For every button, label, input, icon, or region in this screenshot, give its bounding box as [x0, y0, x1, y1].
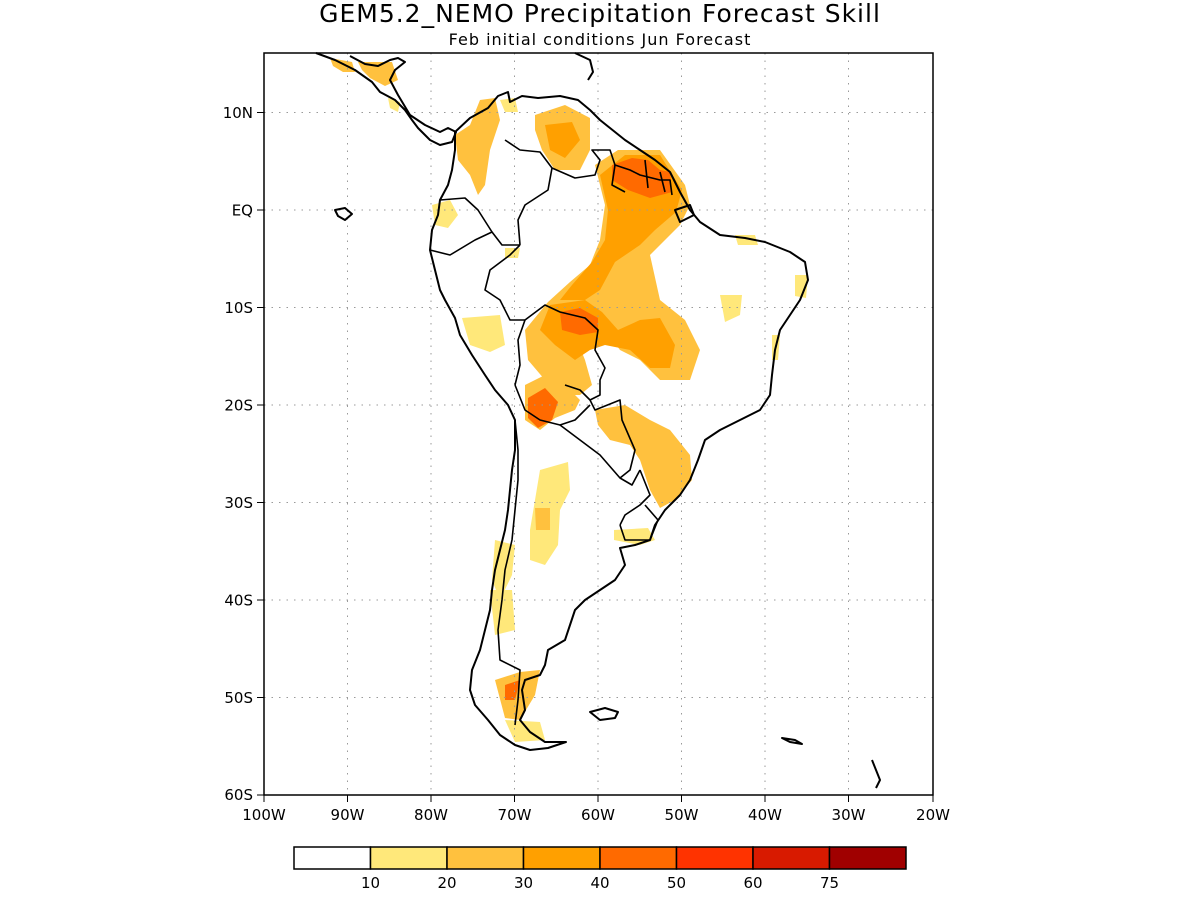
border-paraguay-argentina: [559, 424, 641, 486]
lat-label: 40S: [224, 592, 253, 610]
border-colombia-venezuela: [504, 139, 553, 246]
colorbar-swatch: [828, 846, 907, 870]
skill-region-ecuador: [432, 200, 458, 228]
lon-label: 20W: [916, 806, 950, 824]
border-peru-brazil: [484, 244, 525, 321]
border-bolivia-paraguay: [564, 384, 636, 479]
colorbar-swatch: [752, 846, 831, 870]
coastline-central-america: [315, 52, 457, 146]
border-chile-argentina: [497, 419, 521, 726]
coastline-south-georgia: [781, 737, 803, 745]
lon-label: 80W: [414, 806, 448, 824]
skill-region-patagonia: [490, 590, 515, 635]
lat-label: 30S: [224, 494, 253, 512]
colorbar-swatch: [599, 846, 678, 870]
border-peru-bolivia: [514, 319, 526, 386]
lon-label: 70W: [498, 806, 532, 824]
lat-labels: 10N EQ 10S 20S 30S 40S 50S 60S: [223, 104, 253, 804]
lat-label: 20S: [224, 397, 253, 415]
coastline-yucatan-cuba: [574, 52, 594, 81]
colorbar-label: 75: [820, 874, 839, 892]
lat-label: 60S: [224, 786, 253, 804]
border-suriname-guiana: [644, 159, 649, 189]
coastlines: [315, 52, 881, 789]
colorbar-swatch: [446, 846, 525, 870]
skill-region-bolivia-paraguay: [528, 388, 558, 428]
lon-label: 60W: [581, 806, 615, 824]
skill-region-colombia: [455, 98, 500, 195]
border-uruguay: [619, 504, 659, 541]
colorbar-label: 50: [667, 874, 686, 892]
colorbar-label: 40: [590, 874, 609, 892]
skill-region-south-brazil: [614, 528, 655, 545]
skill-region-argentina: [535, 508, 550, 530]
colorbar-label: 20: [437, 874, 456, 892]
border-bolivia-brazil: [524, 304, 606, 401]
coastline-marajo: [674, 204, 695, 223]
border-french-guiana: [659, 171, 666, 193]
lat-label: EQ: [232, 202, 253, 220]
skill-region-south-brazil: [595, 405, 692, 508]
skill-region-guianas-amazon: [612, 158, 672, 198]
lon-label: 40W: [748, 806, 782, 824]
map-subtitle: Feb initial conditions Jun Forecast: [449, 30, 752, 49]
lon-label: 90W: [331, 806, 365, 824]
skill-region-central-america: [358, 62, 398, 86]
skill-region-patagonia: [505, 680, 520, 700]
colorbar-swatch: [675, 846, 754, 870]
coastline-south-america: [429, 91, 809, 751]
country-borders: [429, 139, 673, 726]
skill-region-ne-brazil: [795, 275, 808, 298]
lon-labels: 100W 90W 80W 70W 60W 50W 40W 30W 20W: [242, 806, 950, 824]
skill-shading: [330, 58, 808, 742]
skill-region-peru: [462, 315, 505, 352]
lat-label: 10S: [224, 299, 253, 317]
colorbar-label: 10: [361, 874, 380, 892]
axis-ticks: [257, 112, 934, 802]
coastline-sandwich-islands: [871, 759, 881, 789]
colorbar-label: 60: [743, 874, 762, 892]
colorbar: 10 20 30 40 50 60 75: [293, 846, 907, 892]
colorbar-swatch: [522, 846, 601, 870]
skill-region-venezuela: [545, 122, 580, 158]
lon-label: 100W: [242, 806, 286, 824]
skill-region-patagonia: [495, 670, 540, 720]
colorbar-swatch: [369, 846, 448, 870]
lon-label: 30W: [832, 806, 866, 824]
border-guyana-suriname: [611, 164, 626, 193]
map-title: GEM5.2_NEMO Precipitation Forecast Skill: [319, 0, 881, 28]
border-colombia-ecuador: [439, 197, 493, 233]
lat-label: 50S: [224, 689, 253, 707]
lat-label: 10N: [223, 104, 253, 122]
coastline-falklands: [589, 707, 619, 721]
lon-label: 50W: [665, 806, 699, 824]
border-bolivia-argentina: [514, 384, 591, 426]
colorbar-swatch: [293, 846, 372, 870]
coastline-galapagos: [334, 207, 353, 221]
colorbar-label: 30: [514, 874, 533, 892]
skill-region-colombia: [500, 98, 518, 112]
skill-region-ne-brazil: [720, 295, 742, 322]
border-ecuador-peru: [429, 231, 520, 256]
border-argentina-brazil: [619, 469, 651, 526]
